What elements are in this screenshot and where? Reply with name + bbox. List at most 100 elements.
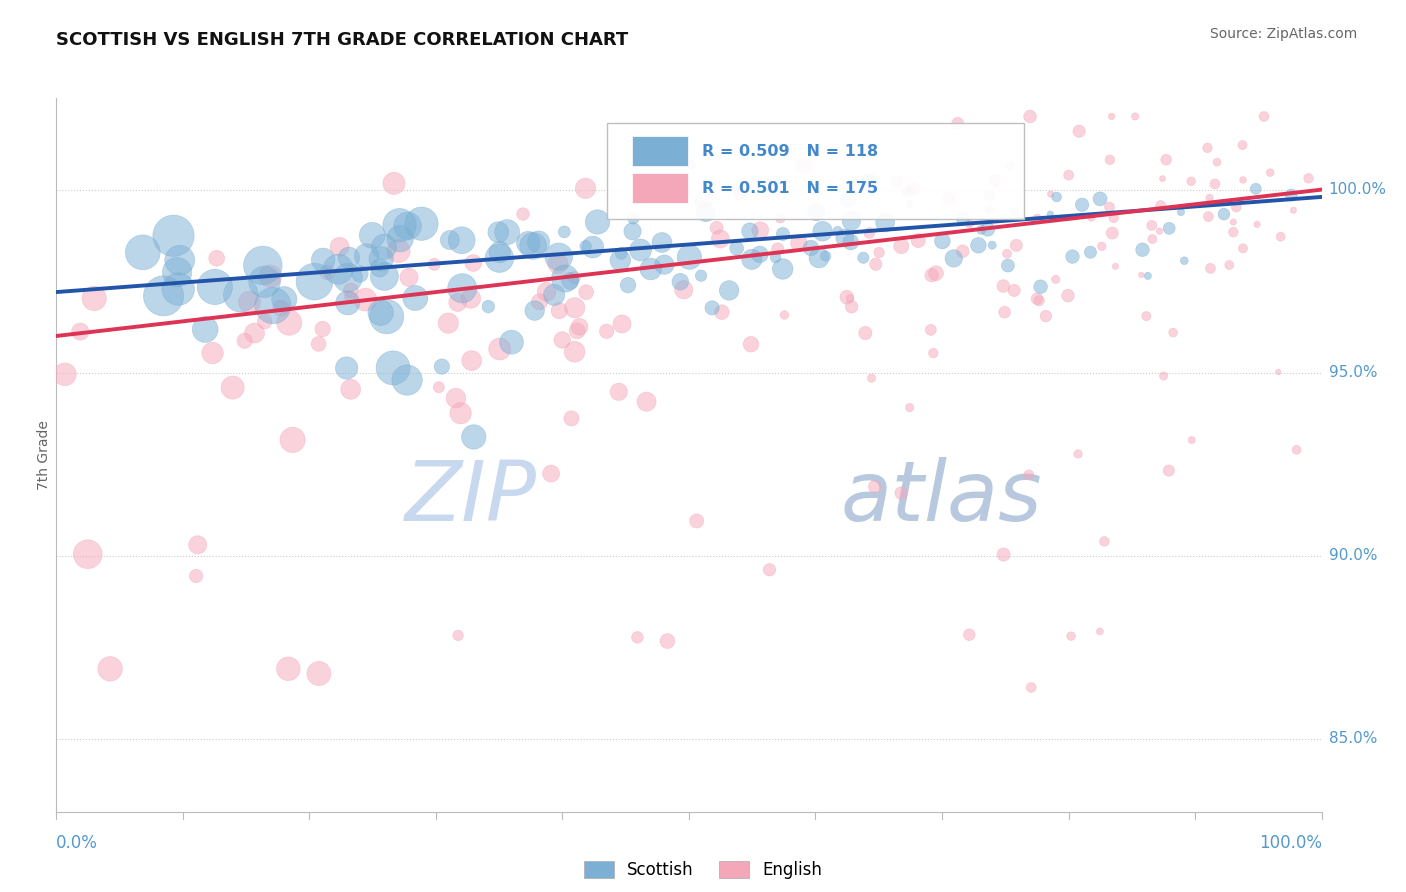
- Point: [835, 290, 858, 304]
- Point: [1067, 447, 1090, 461]
- Point: [437, 316, 460, 330]
- Point: [1123, 110, 1146, 124]
- Point: [695, 205, 717, 219]
- Point: [132, 245, 155, 260]
- Point: [806, 205, 828, 219]
- Point: [984, 173, 1007, 187]
- Point: [1045, 272, 1067, 286]
- Point: [640, 262, 662, 277]
- Point: [1282, 203, 1305, 218]
- Point: [1088, 624, 1111, 639]
- Point: [834, 231, 856, 245]
- Point: [1026, 211, 1049, 226]
- Point: [897, 185, 920, 199]
- Point: [607, 384, 630, 399]
- Point: [678, 250, 700, 264]
- Text: 100.0%: 100.0%: [1258, 834, 1322, 852]
- Point: [547, 257, 569, 271]
- Point: [938, 192, 960, 206]
- Point: [501, 335, 523, 350]
- Point: [253, 275, 276, 289]
- Point: [1222, 225, 1244, 239]
- Point: [308, 337, 330, 351]
- Point: [477, 300, 499, 314]
- Point: [1267, 365, 1289, 379]
- Point: [411, 217, 433, 231]
- Point: [543, 288, 565, 302]
- Point: [952, 244, 974, 259]
- Point: [1232, 241, 1254, 255]
- Point: [1088, 192, 1111, 206]
- Point: [396, 373, 419, 387]
- Text: Source: ZipAtlas.com: Source: ZipAtlas.com: [1209, 27, 1357, 41]
- Point: [184, 569, 207, 583]
- Point: [903, 182, 925, 196]
- Point: [901, 182, 924, 196]
- Point: [1246, 218, 1268, 232]
- Point: [336, 270, 359, 285]
- Point: [370, 306, 392, 320]
- Point: [243, 326, 266, 340]
- Point: [239, 295, 262, 310]
- Point: [998, 159, 1021, 173]
- Legend: Scottish, English: Scottish, English: [583, 861, 823, 880]
- Point: [811, 224, 834, 238]
- Point: [201, 346, 224, 360]
- Point: [496, 225, 519, 239]
- Point: [657, 634, 679, 648]
- Point: [706, 220, 728, 235]
- Point: [766, 242, 789, 256]
- Point: [1101, 110, 1123, 124]
- Point: [166, 265, 188, 279]
- Point: [740, 337, 762, 351]
- Point: [1004, 205, 1026, 219]
- Point: [1039, 207, 1062, 221]
- Point: [1028, 293, 1050, 308]
- Point: [373, 240, 395, 254]
- Point: [53, 368, 76, 382]
- Point: [270, 301, 292, 315]
- Point: [814, 249, 837, 263]
- Point: [758, 563, 780, 577]
- Point: [368, 260, 391, 275]
- Point: [769, 211, 792, 226]
- Point: [959, 217, 981, 231]
- Point: [1279, 188, 1302, 202]
- Point: [540, 467, 562, 481]
- Text: 90.0%: 90.0%: [1329, 548, 1376, 563]
- Point: [1062, 250, 1084, 264]
- Point: [512, 207, 534, 221]
- Point: [730, 186, 752, 200]
- Point: [942, 252, 965, 266]
- Point: [718, 284, 741, 298]
- Point: [564, 301, 586, 315]
- Point: [922, 346, 945, 360]
- Point: [536, 285, 558, 299]
- Point: [488, 245, 510, 260]
- Point: [898, 197, 921, 211]
- Point: [952, 211, 974, 226]
- Text: atlas: atlas: [841, 458, 1042, 538]
- Point: [1019, 110, 1042, 124]
- Point: [548, 303, 571, 318]
- Point: [194, 322, 217, 336]
- Point: [1098, 153, 1121, 167]
- Point: [595, 324, 617, 338]
- Point: [979, 203, 1001, 218]
- Point: [560, 411, 582, 425]
- Point: [772, 227, 794, 241]
- Text: 85.0%: 85.0%: [1329, 731, 1376, 746]
- Point: [460, 353, 482, 368]
- Point: [839, 235, 862, 249]
- Point: [229, 287, 252, 301]
- Point: [841, 300, 863, 314]
- Point: [957, 628, 980, 642]
- Point: [233, 334, 256, 348]
- Point: [69, 325, 91, 339]
- Point: [1218, 258, 1240, 272]
- Point: [523, 303, 546, 318]
- Text: R = 0.501   N = 175: R = 0.501 N = 175: [702, 181, 877, 196]
- Point: [621, 224, 644, 238]
- Point: [1080, 245, 1102, 260]
- Point: [451, 281, 474, 295]
